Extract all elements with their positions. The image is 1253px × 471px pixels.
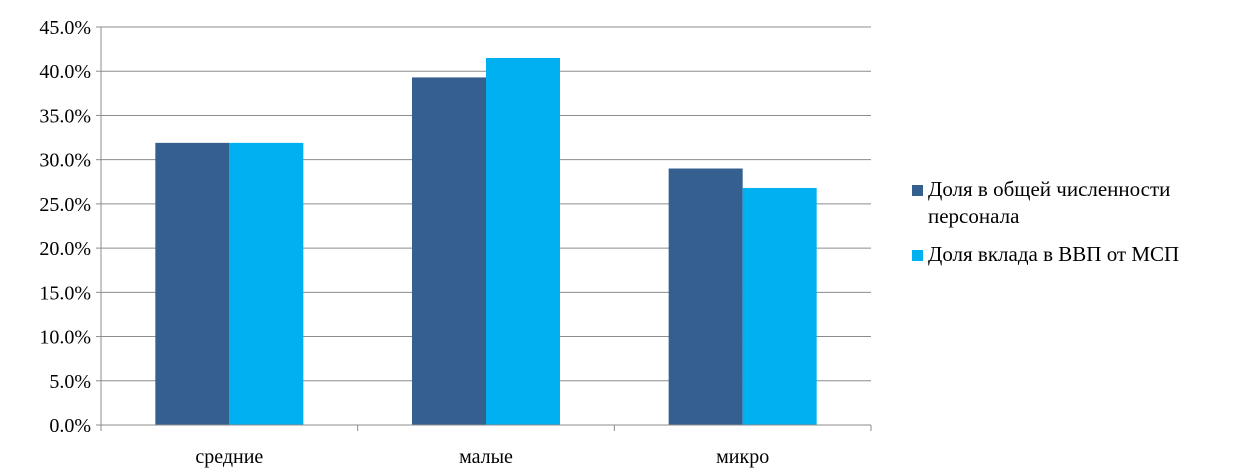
y-tick-label: 35.0% xyxy=(39,105,91,127)
legend-swatch-staff-share xyxy=(912,185,923,196)
y-tick-label: 0.0% xyxy=(49,415,91,437)
y-tick-label: 5.0% xyxy=(49,371,91,393)
legend: Доля в общей численности персонала Доля … xyxy=(912,176,1252,279)
legend-item-gdp-share: Доля вклада в ВВП от МСП xyxy=(912,241,1252,268)
legend-label-gdp-share: Доля вклада в ВВП от МСП xyxy=(928,242,1180,266)
y-tick-label: 25.0% xyxy=(39,194,91,216)
bar-gdp-share xyxy=(229,142,304,425)
y-tick-label: 30.0% xyxy=(39,150,91,172)
legend-label-staff-share: Доля в общей численности персонала xyxy=(928,177,1171,228)
y-axis-ticks: 0.0% 5.0% 10.0% 15.0% 20.0% 25.0% 30.0% 35.0% 40… xyxy=(39,17,101,437)
y-tick-label: 10.0% xyxy=(39,327,91,349)
y-tick-label: 15.0% xyxy=(39,282,91,304)
legend-item-staff-share: Доля в общей численности персонала xyxy=(912,176,1252,230)
bar-gdp-share xyxy=(742,187,817,425)
bar-staff-share xyxy=(668,168,743,425)
axes xyxy=(100,27,872,431)
x-category-label: микро xyxy=(716,446,769,468)
x-axis-categories: средние малые микро xyxy=(195,446,769,468)
bar-gdp-share xyxy=(486,57,560,425)
y-tick-label: 40.0% xyxy=(39,61,91,83)
bar-staff-share xyxy=(412,77,486,425)
legend-swatch-gdp-share xyxy=(912,250,923,261)
x-category-label: малые xyxy=(459,446,513,468)
bar-staff-share xyxy=(155,142,230,425)
y-tick-label: 20.0% xyxy=(39,238,91,260)
bars xyxy=(155,57,817,425)
x-category-label: средние xyxy=(195,446,263,468)
y-tick-label: 45.0% xyxy=(39,17,91,39)
